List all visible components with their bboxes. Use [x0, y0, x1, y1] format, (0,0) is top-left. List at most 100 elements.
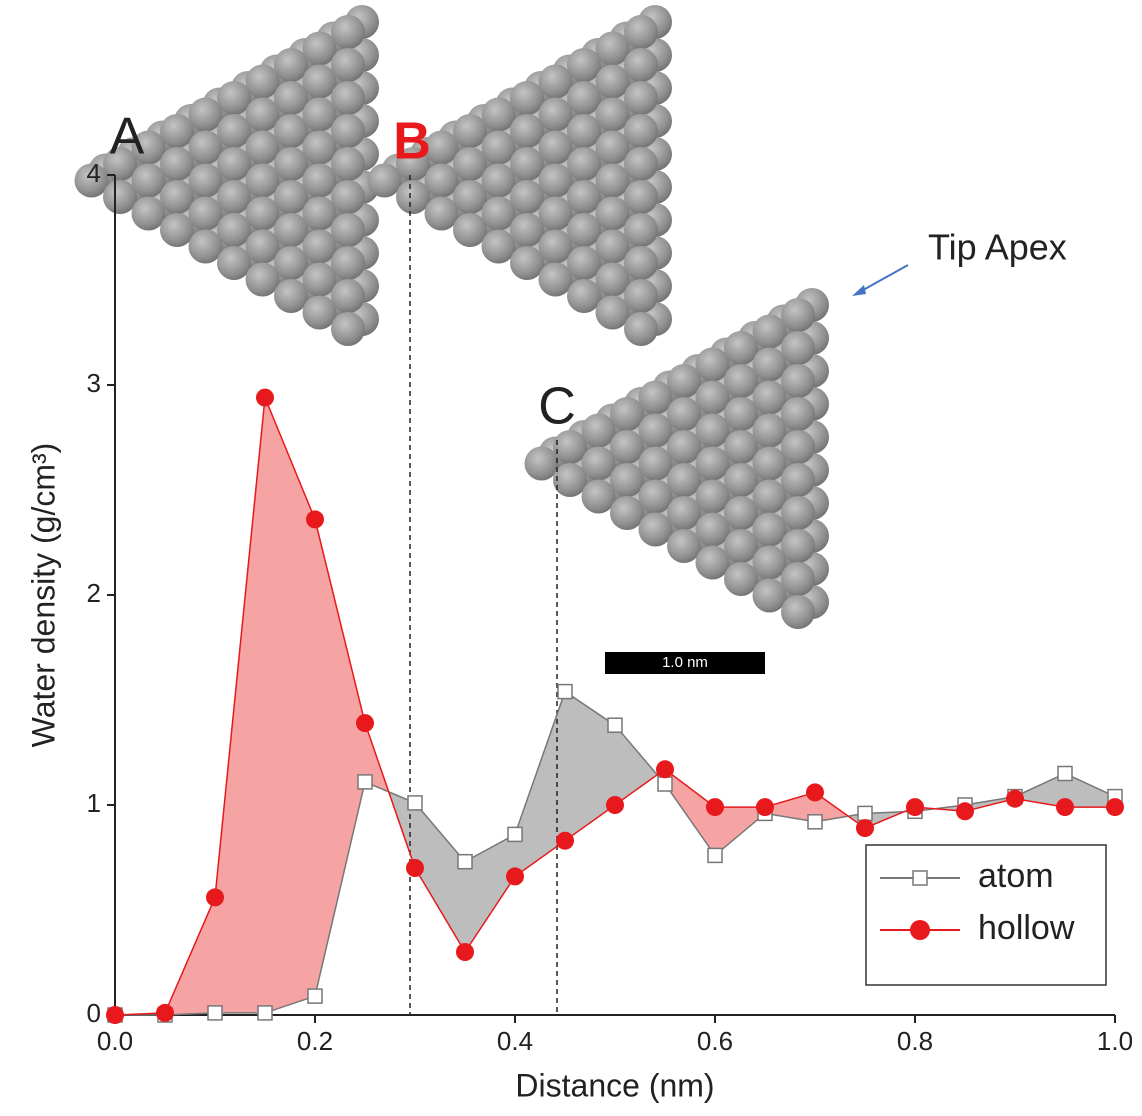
atom-ball	[553, 430, 587, 464]
atom-ball	[638, 446, 673, 481]
atom-ball	[331, 279, 365, 313]
atom-ball	[538, 64, 573, 99]
atom-ball	[595, 130, 630, 165]
atom-ball	[667, 463, 701, 497]
hollow-marker	[556, 831, 574, 850]
atom-ball	[274, 48, 308, 82]
atom-ball	[188, 130, 223, 165]
x-tick-label: 0.2	[297, 1026, 333, 1056]
atom-marker	[707, 847, 723, 864]
atom-ball	[724, 562, 758, 596]
atom-ball	[424, 163, 459, 198]
fill-area	[465, 834, 515, 952]
hollow-marker	[856, 819, 874, 838]
atom-ball	[245, 196, 280, 231]
fill-area	[215, 397, 265, 1013]
atom-ball	[724, 496, 758, 530]
atom-ball	[695, 545, 730, 580]
atom-ball	[724, 529, 758, 563]
x-axis-title: Distance (nm)	[515, 1067, 714, 1103]
fill-area	[815, 792, 849, 822]
atom-ball	[217, 180, 251, 214]
atom-ball	[567, 81, 601, 115]
atom-ball	[781, 397, 815, 431]
atom-marker	[857, 805, 873, 822]
atom-ball	[595, 97, 630, 132]
atom-ball	[538, 130, 573, 165]
atom-ball	[724, 463, 758, 497]
atom-ball	[217, 213, 251, 247]
atom-ball	[245, 97, 280, 132]
atom-ball	[667, 364, 701, 398]
legend-marker	[912, 870, 928, 886]
atom-ball	[245, 64, 280, 99]
atom-ball	[724, 364, 758, 398]
atom-ball	[538, 229, 573, 264]
atom-ball	[595, 295, 630, 330]
atom-ball	[331, 213, 365, 247]
atom-ball	[302, 97, 337, 132]
atom-ball	[302, 163, 337, 198]
atom-ball	[752, 512, 787, 547]
atom-ball	[624, 114, 658, 148]
hollow-marker	[606, 796, 624, 814]
atom-ball	[667, 496, 701, 530]
fill-area	[515, 691, 565, 877]
tip-structures	[74, 5, 829, 629]
atom-ball	[510, 180, 544, 214]
hollow-marker	[256, 388, 274, 407]
fill-area	[665, 769, 715, 856]
fill-area	[265, 397, 315, 1013]
atom-ball	[453, 147, 487, 181]
atom-ball	[396, 147, 430, 181]
atom-ball	[274, 180, 308, 214]
hollow-marker	[506, 867, 524, 886]
atom-ball	[274, 213, 308, 247]
atom-ball	[781, 562, 815, 596]
y-tick-label: 0	[87, 998, 101, 1028]
atom-marker	[407, 795, 423, 811]
hollow-marker	[306, 510, 324, 529]
atom-ball	[274, 114, 308, 148]
hollow-marker	[106, 1006, 124, 1024]
atom-ball	[524, 446, 559, 481]
legend: atom hollow	[880, 857, 1075, 947]
atom-ball	[188, 163, 223, 198]
y-tick-label: 4	[87, 158, 101, 188]
atom-ball	[781, 496, 815, 530]
atom-ball	[781, 364, 815, 398]
atom-ball	[217, 246, 251, 280]
atom-ball	[331, 180, 365, 214]
atom-ball	[752, 314, 787, 349]
atom-ball	[752, 479, 787, 514]
atom-ball	[624, 279, 658, 313]
atom-ball	[217, 114, 251, 148]
atom-ball	[624, 48, 658, 82]
hollow-marker	[756, 798, 774, 817]
atom-ball	[610, 430, 644, 464]
atom-ball	[538, 97, 573, 132]
atom-ball	[331, 147, 365, 181]
atom-ball	[752, 446, 787, 481]
atom-ball	[274, 147, 308, 181]
atom-ball	[567, 147, 601, 181]
hollow-marker	[156, 1003, 174, 1022]
atom-ball	[638, 413, 673, 448]
atom-ball	[695, 512, 730, 547]
atom-ball	[667, 397, 701, 431]
hollow-marker	[806, 783, 824, 802]
fill-area	[1015, 773, 1065, 808]
atom-ball	[624, 246, 658, 280]
atom-ball	[131, 130, 166, 165]
atom-ball	[424, 130, 459, 165]
tip-apex-label: Tip Apex	[928, 227, 1067, 268]
x-tick-label: 0.8	[897, 1026, 933, 1056]
y-axis-title: Water density (g/cm³)	[25, 443, 61, 748]
atom-ball	[188, 196, 223, 231]
fill-area	[1065, 773, 1115, 808]
hollow-marker	[1006, 789, 1024, 808]
hollow-marker	[656, 760, 674, 779]
hollow-marker	[406, 859, 424, 877]
atom-ball	[302, 262, 337, 297]
atom-ball	[302, 229, 337, 264]
